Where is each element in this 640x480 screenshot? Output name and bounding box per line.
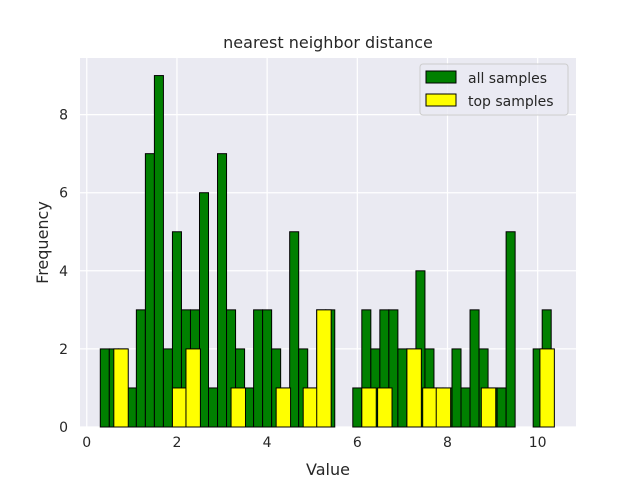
bar-all-samples: [135, 309, 146, 428]
legend-swatch-top-samples: [425, 93, 457, 107]
bar-top-samples: [275, 387, 292, 428]
bar-all-samples: [262, 309, 273, 428]
bar-all-samples: [352, 387, 363, 428]
legend-box: [419, 63, 569, 116]
y-tick-labels: 0 2 4 6 8: [59, 108, 68, 436]
bar-all-samples: [289, 231, 300, 428]
bar-all-samples: [469, 309, 480, 428]
y-tick-label: 2: [59, 342, 68, 358]
bar-top-samples: [377, 387, 393, 428]
bar-all-samples: [397, 348, 408, 428]
bar-top-samples: [316, 309, 332, 428]
bar-all-samples: [144, 153, 155, 428]
x-tick-label: 8: [443, 435, 452, 451]
bar-top-samples: [435, 387, 452, 428]
x-axis-label: Value: [306, 460, 350, 479]
y-tick-label: 6: [59, 186, 68, 202]
bar-top-samples: [406, 348, 422, 428]
y-tick-label: 4: [59, 264, 68, 280]
bar-all-samples: [217, 153, 228, 428]
legend-label-top-samples: top samples: [468, 94, 554, 110]
bar-top-samples: [230, 387, 246, 428]
bar-top-samples: [171, 387, 188, 428]
y-axis-label: Frequency: [33, 201, 52, 284]
legend-swatch-all-samples: [425, 70, 457, 84]
bar-top-samples: [185, 348, 201, 428]
series-top-samples: [113, 309, 555, 428]
chart-title: nearest neighbor distance: [223, 33, 433, 52]
bar-all-samples: [505, 231, 516, 428]
legend-label-all-samples: all samples: [468, 71, 547, 87]
bar-all-samples: [162, 348, 173, 428]
bar-all-samples: [99, 348, 110, 428]
x-tick-labels: 0 2 4 6 8 10: [82, 435, 546, 451]
bar-top-samples: [539, 348, 555, 428]
x-tick-label: 2: [172, 435, 181, 451]
bar-all-samples: [153, 75, 164, 428]
bar-top-samples: [302, 387, 319, 428]
x-tick-label: 6: [353, 435, 362, 451]
x-tick-label: 4: [263, 435, 272, 451]
bar-all-samples: [460, 387, 471, 428]
x-tick-label: 0: [82, 435, 91, 451]
bar-all-samples: [208, 387, 219, 428]
y-tick-label: 8: [59, 108, 68, 124]
bar-all-samples: [253, 309, 264, 428]
bar-all-samples: [451, 348, 462, 428]
bar-top-samples: [480, 387, 497, 428]
legend: all samples top samples: [419, 63, 569, 116]
x-tick-label: 10: [529, 435, 547, 451]
bar-all-samples: [496, 387, 507, 428]
bar-top-samples: [422, 387, 438, 428]
y-tick-label: 0: [59, 420, 68, 436]
bar-top-samples: [361, 387, 377, 428]
bar-top-samples: [113, 348, 129, 428]
bar-all-samples: [198, 192, 210, 428]
